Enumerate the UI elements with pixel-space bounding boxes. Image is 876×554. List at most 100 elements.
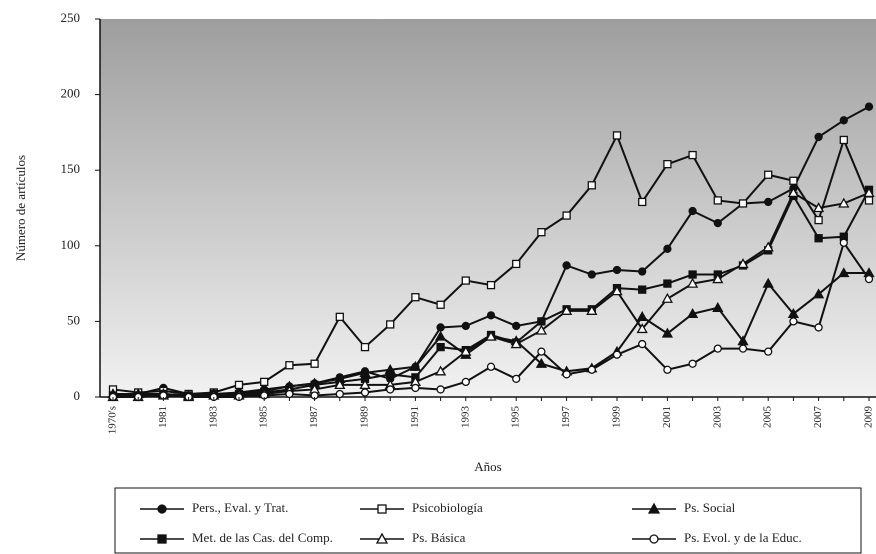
y-axis-title: Número de artículos [13, 155, 28, 261]
x-tick-label: 1985 [258, 406, 270, 429]
marker [460, 345, 472, 356]
x-tick-label: 1989 [359, 406, 371, 429]
marker [375, 532, 389, 544]
marker [713, 218, 722, 228]
marker [764, 170, 773, 179]
marker [360, 342, 370, 352]
marker [839, 116, 848, 125]
x-tick-label: 2009 [863, 406, 875, 429]
x-tick-label: 2005 [762, 406, 774, 429]
marker [863, 187, 875, 198]
marker [762, 277, 774, 288]
marker [814, 132, 823, 142]
marker [562, 261, 571, 270]
marker [386, 385, 395, 394]
x-tick-label: 1983 [207, 406, 219, 429]
x-tick-label: 1999 [611, 406, 623, 429]
marker [663, 160, 672, 169]
marker [612, 265, 622, 275]
marker [647, 502, 661, 514]
marker [649, 534, 659, 544]
marker [587, 181, 596, 190]
x-tick-label: 1970's [107, 406, 119, 434]
marker [360, 388, 370, 397]
marker [486, 362, 496, 371]
marker [611, 285, 623, 296]
marker [586, 304, 598, 315]
marker [712, 301, 724, 312]
marker [838, 267, 850, 278]
marker [409, 360, 422, 371]
legend-label: Ps. Evol. y de la Educ. [684, 530, 802, 545]
marker [485, 330, 497, 341]
marker [434, 365, 447, 376]
marker [386, 320, 395, 329]
legend-label: Ps. Básica [412, 530, 466, 545]
marker [386, 370, 395, 379]
marker [839, 238, 848, 247]
marker [512, 259, 521, 269]
y-tick-label: 250 [61, 10, 81, 25]
marker [638, 197, 647, 207]
marker [436, 300, 445, 309]
marker [436, 323, 445, 332]
marker [562, 370, 571, 379]
marker [838, 197, 850, 208]
marker [157, 534, 167, 544]
marker [512, 374, 521, 384]
legend-label: Ps. Social [684, 500, 736, 515]
marker [636, 311, 648, 322]
marker [436, 342, 445, 352]
marker [461, 276, 470, 285]
marker [864, 196, 874, 205]
x-tick-label: 2001 [661, 406, 673, 428]
marker [686, 277, 699, 288]
x-tick-label: 1993 [459, 406, 471, 429]
marker [537, 317, 546, 326]
marker [260, 377, 269, 387]
marker [612, 131, 622, 140]
marker [562, 211, 571, 220]
marker [461, 321, 470, 331]
marker [812, 202, 825, 213]
marker [713, 196, 722, 205]
marker [789, 317, 798, 326]
marker [537, 228, 546, 237]
marker [411, 293, 420, 302]
y-tick-label: 200 [61, 86, 81, 101]
legend-label: Psicobiología [412, 500, 483, 515]
marker [713, 344, 722, 353]
marker [377, 504, 387, 514]
marker [787, 187, 800, 198]
marker [436, 385, 445, 394]
marker [764, 197, 773, 207]
marker [688, 359, 697, 368]
x-tick-label: 1995 [510, 406, 522, 429]
marker [814, 234, 823, 243]
marker [688, 150, 697, 160]
x-tick-label: 1991 [409, 406, 421, 428]
marker [560, 304, 573, 315]
marker [814, 323, 823, 332]
legend-box [114, 487, 862, 554]
marker [661, 292, 674, 303]
marker [537, 347, 546, 356]
marker [686, 308, 699, 318]
x-tick-label: 1981 [157, 406, 169, 428]
marker [638, 267, 647, 276]
marker [737, 258, 749, 269]
marker [411, 383, 420, 393]
marker [789, 176, 798, 185]
marker [864, 274, 874, 284]
x-axis-title: Años [474, 459, 501, 474]
marker [663, 279, 672, 288]
marker [285, 361, 294, 370]
marker [712, 273, 724, 284]
marker [688, 206, 697, 216]
y-tick-label: 150 [61, 161, 81, 176]
marker [535, 324, 548, 335]
marker [587, 365, 596, 374]
y-tick-label: 100 [61, 237, 81, 252]
marker [812, 288, 825, 299]
